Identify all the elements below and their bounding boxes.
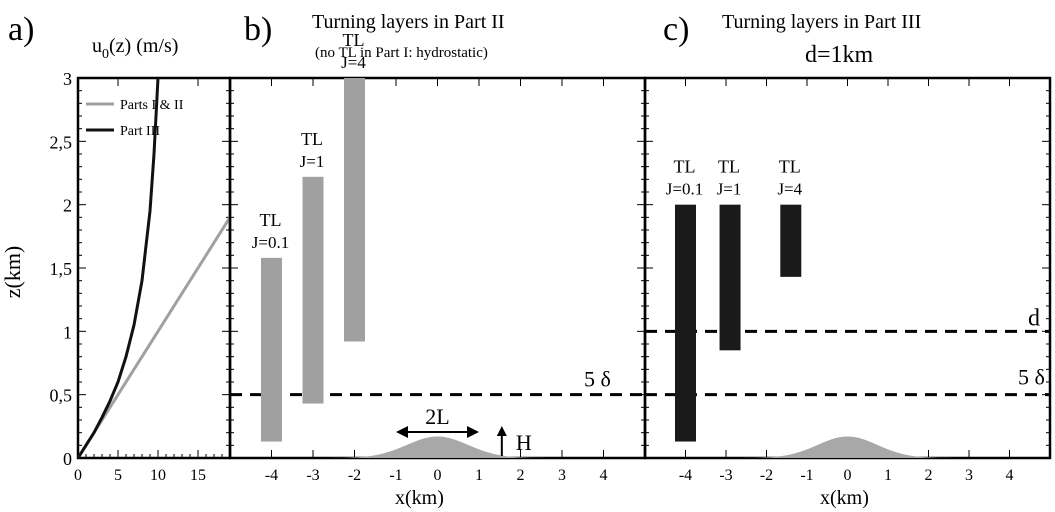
panel-b-subtitle: (no TL in Part I: hydrostatic) — [315, 45, 488, 61]
panel-a-xtick-label: 5 — [114, 467, 122, 484]
panel-c-xtick-label: 2 — [925, 467, 933, 484]
width-arrow-head-left — [396, 426, 408, 438]
panel-a-ylabel: z(km) — [0, 246, 25, 299]
panel-c-label: c) — [663, 11, 689, 48]
panel-a-ytick-label: 0 — [63, 449, 72, 469]
panel-c-xtick-label: -4 — [679, 467, 692, 484]
bar-label-j: J=1 — [300, 152, 325, 171]
bar-tl — [719, 204, 741, 351]
bar-label-tl: TL — [301, 129, 323, 149]
label-2l: 2L — [425, 404, 449, 429]
bar-tl — [302, 176, 324, 404]
height-arrow-head — [496, 426, 507, 436]
panel-a-xtick-label: 10 — [150, 467, 166, 484]
panel-b-xtick-label: 4 — [600, 467, 608, 484]
panel-b-xtick-label: 3 — [558, 467, 566, 484]
panel-c-xtick-label: 1 — [884, 467, 892, 484]
panel-b-title: Turning layers in Part II — [312, 11, 505, 33]
panel-a-ytick-label: 0,5 — [50, 386, 73, 406]
panel-b-xtick-label: 0 — [434, 467, 442, 484]
panel-c-frame — [643, 76, 1052, 460]
bar-label-tl: TL — [343, 30, 365, 50]
panel-b-xtick-label: 1 — [475, 467, 483, 484]
panel-a-label: a) — [8, 11, 34, 48]
label-d: d — [1028, 305, 1040, 331]
bar-label-j: J=1 — [717, 180, 742, 199]
bar-label-tl: TL — [260, 210, 282, 230]
bar-tl — [780, 204, 802, 277]
panel-c-xtick-label: 3 — [965, 467, 973, 484]
bar-label-tl: TL — [674, 157, 696, 177]
panel-b-xtick-label: 2 — [517, 467, 525, 484]
panel-c-xtick-label: 4 — [1006, 467, 1014, 484]
series-line-part-3 — [76, 77, 160, 459]
panel-b-xlabel: x(km) — [395, 487, 444, 509]
bar-tl — [344, 78, 365, 342]
panel-a-xtick-label: 15 — [190, 467, 206, 484]
bar-label-j: J=0.1 — [252, 233, 289, 252]
panel-a-xtick-label: 0 — [74, 467, 82, 484]
panel-c-subtitle: d=1km — [805, 42, 874, 68]
bar-label-tl: TL — [779, 157, 801, 177]
panel-c-xtick-label: -1 — [800, 467, 813, 484]
bar-tl — [675, 204, 696, 442]
panel-c-xtick-label: 0 — [844, 467, 852, 484]
panel-a-ytick-label: 2,5 — [50, 132, 73, 152]
panel-b-frame — [228, 76, 647, 460]
bar-label-tl: TL — [718, 157, 740, 177]
panel-c-title: Turning layers in Part III — [722, 11, 921, 33]
panel-b-xtick-label: -4 — [265, 467, 278, 484]
legend-label: Part III — [120, 124, 160, 139]
panel-a-ytick-label: 3 — [63, 69, 72, 89]
panel-a-ytick-label: 1 — [63, 322, 72, 342]
width-arrow-head-right — [467, 426, 479, 438]
panel-b-xtick-label: -2 — [348, 467, 361, 484]
bar-tl — [261, 257, 282, 442]
bar-label-j: J=4 — [341, 53, 366, 72]
bar-label-j: J=0.1 — [666, 180, 703, 199]
panel-c-xtick-label: -3 — [719, 467, 732, 484]
panel-b-hill — [313, 436, 562, 458]
panel-c-xlabel: x(km) — [820, 487, 869, 509]
panel-b-xtick-label: -3 — [306, 467, 319, 484]
label-5-delta: 5 δ — [1018, 365, 1045, 390]
panel-b-xtick-label: -1 — [389, 467, 402, 484]
bar-label-j: J=4 — [777, 180, 802, 199]
panel-c-xtick-label: -2 — [760, 467, 773, 484]
panel-c-hill — [726, 436, 969, 458]
legend-label: Parts I & II — [120, 98, 184, 113]
panel-a-ytick-label: 1,5 — [50, 259, 73, 279]
panel-a-title: u0(z) (m/s) — [92, 35, 178, 62]
label-h: H — [516, 430, 532, 455]
label-5-delta: 5 δ — [584, 367, 611, 392]
panel-a-ytick-label: 2 — [63, 196, 72, 216]
panel-b-label: b) — [244, 11, 272, 48]
